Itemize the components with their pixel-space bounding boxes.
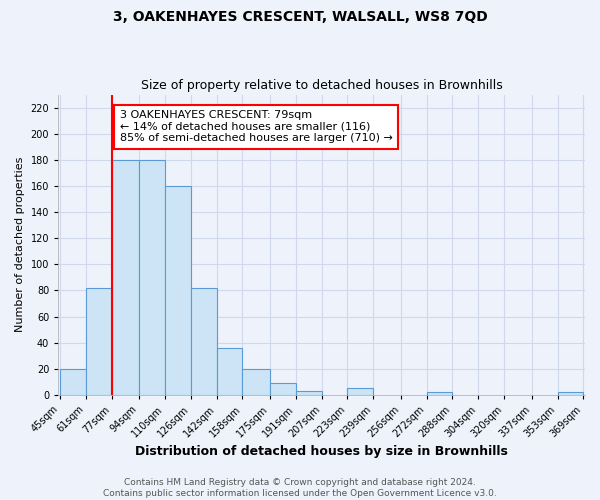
- Bar: [242, 369, 270, 395]
- Y-axis label: Number of detached properties: Number of detached properties: [15, 157, 25, 332]
- Bar: [86, 288, 112, 395]
- Bar: [427, 392, 452, 395]
- Bar: [191, 288, 217, 395]
- Bar: [60, 369, 86, 395]
- Bar: [347, 388, 373, 395]
- Bar: [270, 383, 296, 395]
- Bar: [296, 391, 322, 395]
- Bar: [217, 348, 242, 395]
- Text: 3 OAKENHAYES CRESCENT: 79sqm
← 14% of detached houses are smaller (116)
85% of s: 3 OAKENHAYES CRESCENT: 79sqm ← 14% of de…: [119, 110, 392, 144]
- Text: Contains HM Land Registry data © Crown copyright and database right 2024.
Contai: Contains HM Land Registry data © Crown c…: [103, 478, 497, 498]
- Bar: [165, 186, 191, 395]
- Text: 3, OAKENHAYES CRESCENT, WALSALL, WS8 7QD: 3, OAKENHAYES CRESCENT, WALSALL, WS8 7QD: [113, 10, 487, 24]
- Bar: [112, 160, 139, 395]
- Bar: [139, 160, 165, 395]
- Bar: [557, 392, 583, 395]
- Title: Size of property relative to detached houses in Brownhills: Size of property relative to detached ho…: [141, 79, 502, 92]
- X-axis label: Distribution of detached houses by size in Brownhills: Distribution of detached houses by size …: [135, 444, 508, 458]
